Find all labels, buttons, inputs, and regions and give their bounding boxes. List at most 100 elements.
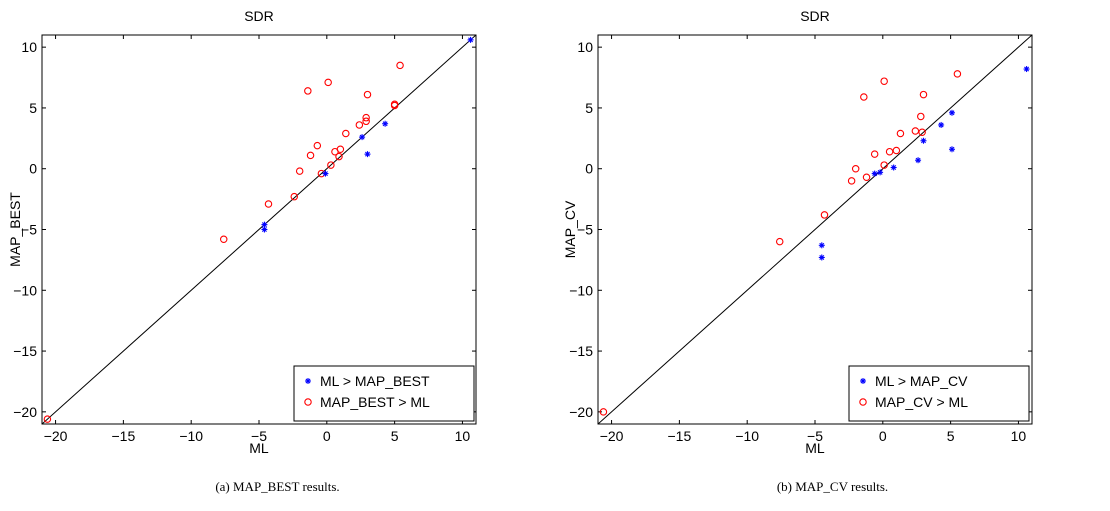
x-tick-label: 10 — [455, 428, 471, 444]
data-point-circle — [324, 78, 332, 87]
x-tick-label: −20 — [44, 428, 68, 444]
y-tick-label: 0 — [29, 161, 37, 177]
y-tick-label: −5 — [577, 222, 593, 238]
data-point-circle — [355, 121, 364, 129]
y-tick-label: −10 — [13, 282, 37, 298]
data-point-circle — [917, 112, 925, 121]
data-point-circle — [953, 70, 962, 78]
data-point-circle — [918, 128, 926, 137]
data-point-circle — [892, 146, 901, 155]
y-tick-label: −15 — [569, 343, 593, 359]
data-point-circle — [880, 77, 888, 85]
x-axis-label: ML — [249, 440, 269, 456]
legend-marker-circle — [859, 398, 867, 406]
chart-title: SDR — [244, 8, 274, 24]
x-tick-label: −10 — [179, 428, 203, 444]
data-point-circle — [342, 129, 350, 138]
chart-caption-a: (a) MAP_BEST results. — [215, 479, 340, 494]
data-point-asterisk — [261, 226, 268, 233]
x-tick-label: 10 — [1011, 428, 1027, 444]
data-point-circle — [390, 101, 399, 110]
data-point-circle — [264, 200, 273, 208]
data-point-asterisk — [364, 151, 371, 158]
x-tick-label: −10 — [735, 428, 759, 444]
chart-caption-b: (b) MAP_CV results. — [776, 479, 889, 494]
x-tick-label: −15 — [112, 428, 136, 444]
data-point-asterisk — [938, 121, 945, 128]
data-point-circle — [327, 161, 335, 169]
data-point-asterisk — [877, 169, 884, 176]
legend-label: ML > MAP_CV — [875, 373, 968, 389]
legend-marker-asterisk — [860, 378, 866, 384]
data-point-circle — [599, 408, 608, 416]
y-axis-label: MAP_CV — [562, 200, 578, 258]
y-tick-label: 5 — [585, 100, 593, 116]
data-point-circle — [847, 177, 856, 185]
data-point-circle — [820, 211, 829, 219]
data-point-circle — [295, 167, 304, 175]
plot-content — [598, 35, 1032, 424]
x-axis-label: ML — [805, 440, 825, 456]
data-point-circle — [860, 93, 868, 101]
data-point-circle — [335, 152, 343, 161]
data-point-circle — [362, 117, 370, 126]
y-tick-label: 10 — [21, 39, 37, 55]
y-tick-label: −5 — [21, 222, 37, 238]
x-tick-label: −15 — [668, 428, 692, 444]
data-point-asterisk — [1023, 66, 1030, 73]
legend-label: MAP_BEST > ML — [320, 394, 430, 410]
data-point-asterisk — [322, 170, 329, 177]
data-point-circle — [363, 90, 372, 99]
data-point-circle — [880, 161, 888, 169]
scatter-chart-a: SDR −20 −15 −10 −5 0 5 10 10 5 0 −5 −10 −15 −20 ML MAP_B… — [7, 8, 477, 456]
data-point-circle — [313, 141, 322, 150]
data-point-asterisk — [871, 170, 878, 177]
data-point-asterisk — [382, 120, 389, 127]
data-point-asterisk — [890, 164, 897, 171]
data-point-asterisk — [915, 157, 922, 164]
legend-marker-asterisk — [305, 378, 311, 384]
data-point-circle — [870, 150, 879, 158]
x-tick-label: 0 — [879, 428, 887, 444]
data-point-circle — [919, 90, 928, 99]
legend-box — [293, 365, 475, 422]
data-point-circle — [896, 129, 905, 138]
y-tick-label: 0 — [585, 161, 593, 177]
x-tick-label: −5 — [251, 428, 267, 444]
data-point-circle — [862, 173, 871, 181]
data-point-asterisk — [920, 137, 927, 144]
data-point-circle — [396, 61, 404, 70]
data-point-asterisk — [818, 254, 825, 261]
data-point-circle — [775, 237, 784, 246]
y-tick-label: −20 — [13, 404, 37, 420]
data-point-circle — [219, 235, 228, 243]
data-point-asterisk — [467, 36, 474, 43]
y-tick-label: −15 — [13, 343, 37, 359]
data-point-circle — [885, 147, 894, 156]
y-axis-label: MAP_BEST — [7, 192, 23, 267]
data-point-circle — [304, 87, 312, 95]
legend-marker-circle — [304, 398, 312, 406]
data-point-asterisk — [948, 146, 955, 153]
data-point-circle — [43, 415, 52, 423]
x-tick-label: −20 — [600, 428, 624, 444]
plot-content — [42, 35, 476, 424]
y-tick-label: −10 — [569, 282, 593, 298]
identity-line — [598, 35, 1032, 424]
scatter-chart-b: SDR −20 −15 −10 −5 0 5 10 10 5 0 −5 −10 −15 −20 ML MAP_C… — [562, 8, 1033, 456]
x-tick-label: −5 — [807, 428, 823, 444]
legend-label: ML > MAP_BEST — [320, 373, 430, 389]
data-point-asterisk — [948, 109, 955, 116]
y-tick-label: 5 — [29, 100, 37, 116]
data-point-circle — [851, 164, 860, 173]
data-point-circle — [911, 127, 920, 135]
legend-label: MAP_CV > ML — [875, 394, 968, 410]
chart-panel-a: SDR −20 −15 −10 −5 0 5 10 10 5 0 −5 −10 −15 −20 ML MAP_B… — [7, 8, 477, 494]
y-tick-label: 10 — [577, 39, 593, 55]
x-tick-label: 5 — [391, 428, 399, 444]
data-point-circle — [336, 145, 345, 154]
x-tick-label: 5 — [947, 428, 955, 444]
legend-box — [848, 365, 1030, 422]
data-point-circle — [290, 192, 299, 201]
data-point-asterisk — [359, 134, 366, 141]
